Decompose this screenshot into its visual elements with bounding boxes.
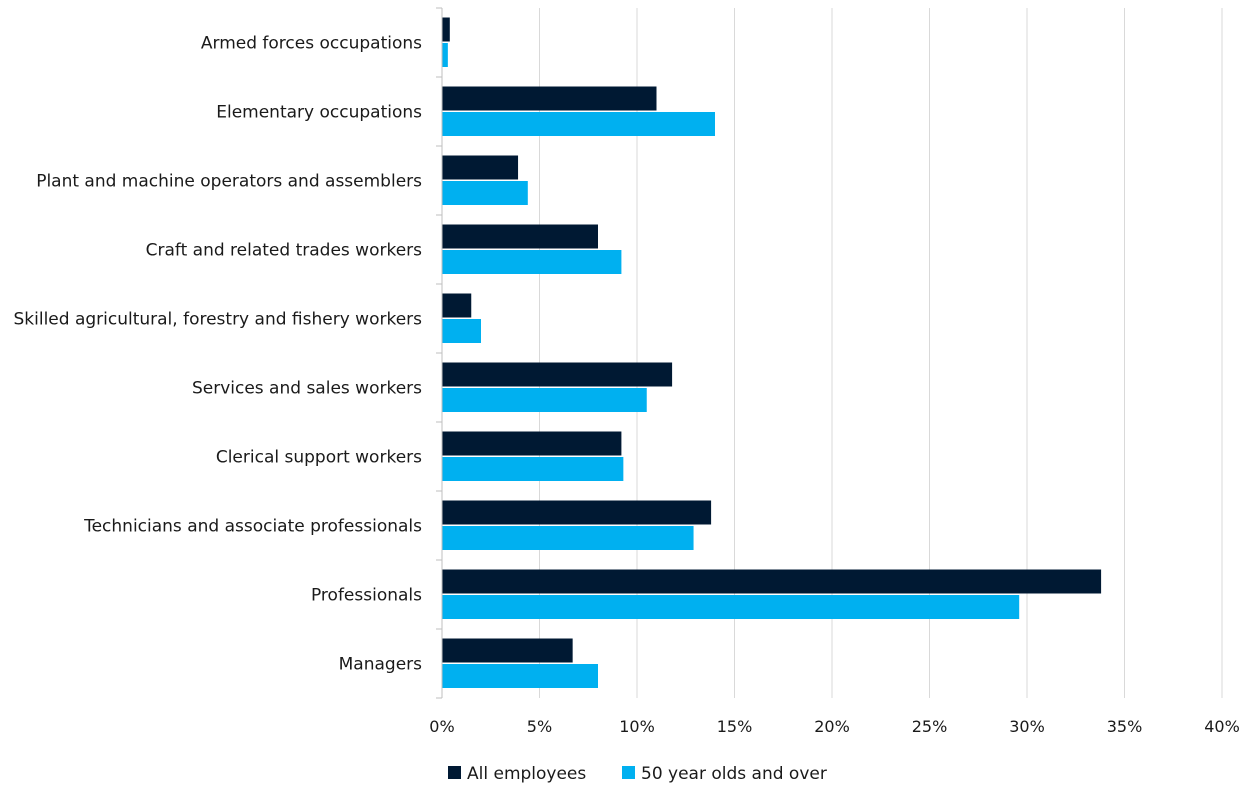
category-label-skilled-agricultural-forestry-and-fishery-workers: Skilled agricultural, forestry and fishe…: [13, 310, 422, 330]
bar-50-year-olds-and-over-armed-forces-occupations: [442, 43, 448, 67]
bar-all-employees-professionals: [442, 569, 1102, 594]
category-label-elementary-occupations: Elementary occupations: [216, 103, 422, 123]
bars: [442, 17, 1102, 688]
bar-50-year-olds-and-over-professionals: [442, 595, 1020, 619]
category-label-clerical-support-workers: Clerical support workers: [216, 448, 422, 468]
bar-all-employees-elementary-occupations: [442, 86, 657, 111]
category-label-technicians-and-associate-professionals: Technicians and associate professionals: [83, 517, 422, 537]
legend: All employees 50 year olds and over: [448, 764, 827, 784]
x-tick-label: 40%: [1204, 717, 1240, 736]
x-tick-label: 5%: [527, 717, 552, 736]
x-tick-label: 15%: [717, 717, 753, 736]
axis: [436, 7, 443, 699]
bar-50-year-olds-and-over-managers: [442, 664, 598, 688]
category-label-craft-and-related-trades-workers: Craft and related trades workers: [146, 241, 423, 261]
bar-all-employees-technicians-and-associate-professionals: [442, 500, 712, 525]
category-label-professionals: Professionals: [311, 586, 422, 606]
x-tick-label: 0%: [429, 717, 454, 736]
category-label-managers: Managers: [339, 655, 423, 675]
grid-lines: [539, 8, 1223, 698]
x-tick-label: 30%: [1009, 717, 1045, 736]
bar-all-employees-services-and-sales-workers: [442, 362, 673, 387]
category-label-armed-forces-occupations: Armed forces occupations: [201, 34, 422, 54]
legend-swatch-50-and-over: [622, 766, 635, 779]
x-tick-label: 10%: [619, 717, 655, 736]
x-tick-label: 25%: [912, 717, 948, 736]
x-tick-label: 35%: [1107, 717, 1143, 736]
category-label-services-and-sales-workers: Services and sales workers: [192, 379, 422, 399]
legend-swatch-all-employees: [448, 766, 461, 779]
bar-all-employees-armed-forces-occupations: [442, 17, 450, 42]
bar-50-year-olds-and-over-skilled-agricultural-forestry-and-fishery-workers: [442, 319, 481, 343]
category-label-plant-and-machine-operators-and-assemblers: Plant and machine operators and assemble…: [36, 172, 422, 192]
bar-all-employees-clerical-support-workers: [442, 431, 622, 456]
x-tick-label: 20%: [814, 717, 850, 736]
bar-50-year-olds-and-over-technicians-and-associate-professionals: [442, 526, 694, 550]
category-labels: Armed forces occupations Elementary occup…: [13, 34, 422, 675]
bar-50-year-olds-and-over-elementary-occupations: [442, 112, 715, 136]
bar-50-year-olds-and-over-plant-and-machine-operators-and-assemblers: [442, 181, 528, 205]
legend-label-all-employees: All employees: [467, 764, 586, 784]
bar-all-employees-craft-and-related-trades-workers: [442, 224, 598, 249]
x-tick-labels: 0% 5% 10% 15% 20% 25% 30% 35% 40%: [429, 717, 1239, 736]
bar-50-year-olds-and-over-craft-and-related-trades-workers: [442, 250, 622, 274]
bar-50-year-olds-and-over-clerical-support-workers: [442, 457, 624, 481]
bar-all-employees-skilled-agricultural-forestry-and-fishery-workers: [442, 293, 472, 318]
bar-50-year-olds-and-over-services-and-sales-workers: [442, 388, 647, 412]
bar-all-employees-plant-and-machine-operators-and-assemblers: [442, 155, 519, 180]
legend-label-50-and-over: 50 year olds and over: [641, 764, 827, 784]
bar-all-employees-managers: [442, 638, 573, 663]
